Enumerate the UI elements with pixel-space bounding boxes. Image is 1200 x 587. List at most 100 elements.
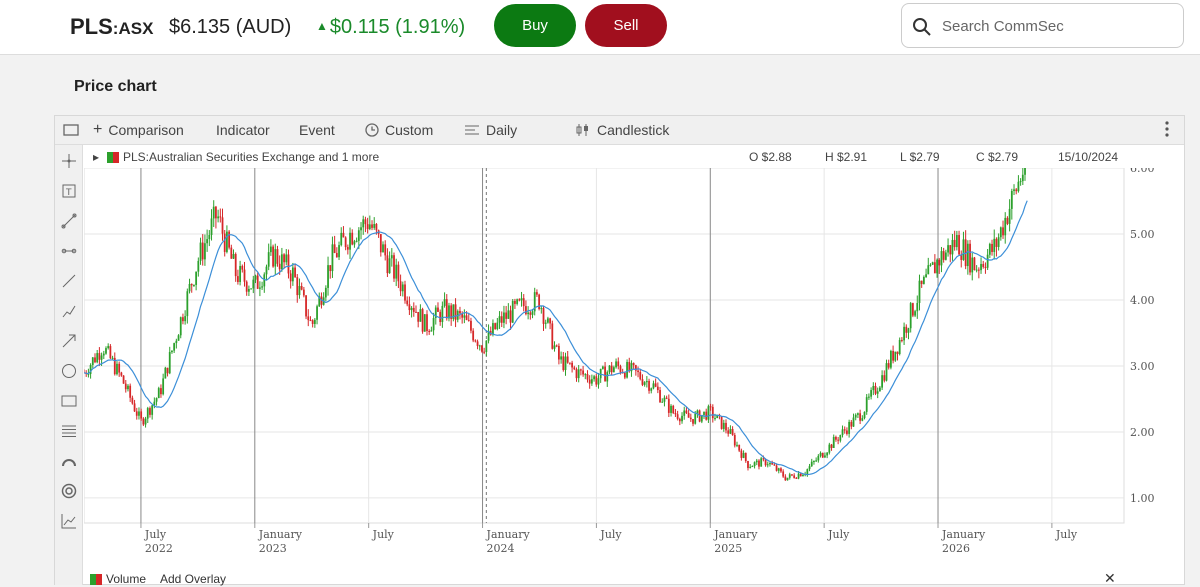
series-label[interactable]: PLS:Australian Securities Exchange and 1… [123,150,380,164]
candle-body [215,206,217,219]
candle-body [813,461,815,463]
candle-body [824,455,826,458]
candle-body [1021,174,1024,182]
candle-body [353,241,356,245]
crosshair-icon[interactable] [60,152,78,170]
candle-body [252,279,255,289]
candle-body [938,259,941,266]
candle-body [619,366,622,373]
rectangle-icon[interactable] [60,392,78,410]
target-icon[interactable] [60,482,78,500]
candle-body [201,242,204,260]
candle-body [661,401,664,403]
candle-body [1002,227,1004,236]
candle-body [412,307,415,312]
candle-body [626,361,628,378]
close-value: C $2.79 [976,150,1019,164]
candle-body [223,233,226,252]
candle-body [254,275,257,280]
search-input[interactable] [942,14,1172,38]
event-button[interactable]: Event [299,122,335,138]
x-tick-month: January [486,528,531,541]
more-options-button[interactable] [1165,120,1169,138]
candle-body [171,350,173,353]
candle-body [991,243,993,252]
candle-body [261,286,263,288]
close-icon[interactable]: ✕ [1104,570,1116,586]
candlestick-button[interactable]: Candlestick [575,122,669,138]
candle-body [729,429,732,434]
candle-body [571,362,573,368]
custom-button[interactable]: Custom [365,122,433,138]
candle-body [272,246,274,267]
chart-settings-icon[interactable] [60,512,78,530]
add-overlay-button[interactable]: Add Overlay [160,572,227,586]
y-tick-label: 1.00 [1130,492,1155,505]
candle-body [918,280,921,303]
search-box[interactable] [901,3,1184,48]
arc-icon[interactable] [60,452,78,470]
candle-body [335,252,338,258]
candle-body [443,299,446,306]
expand-series-icon[interactable]: ▸ [93,150,100,164]
candle-body [564,356,567,371]
quote-header: PLS:ASX $6.135 (AUD) ▲ $0.115 (1.91%) Buy… [0,0,1200,55]
candle-body [630,363,633,372]
candle-body [634,365,637,371]
candle-body [865,397,868,412]
candle-body [382,244,384,253]
comparison-button[interactable]: + Comparison [93,122,184,139]
panel-toggle-button[interactable] [63,123,79,137]
candle-body [969,243,971,273]
text-box-icon[interactable]: T [60,182,78,200]
candle-body [962,239,965,260]
candle-body [920,280,923,284]
buy-button[interactable]: Buy [494,4,576,47]
candle-body [1010,190,1013,209]
candle-body [234,254,237,277]
candle-body [459,310,461,314]
candle-body [186,291,189,317]
candle-body [179,317,182,336]
circle-icon[interactable] [60,362,78,380]
polyline-icon[interactable] [60,302,78,320]
volume-label[interactable]: Volume [106,572,147,586]
trend-line-icon[interactable] [60,272,78,290]
candle-body [947,245,949,253]
candle-body [641,379,644,385]
price-chart[interactable]: 1.002.003.004.005.006.00July2022January2… [84,168,1184,568]
candle-body [615,361,617,368]
series-info-bar: ▸ PLS:Australian Securities Exchange and… [85,150,1125,166]
candle-body [898,339,901,355]
arrow-icon[interactable] [60,332,78,350]
price-change: ▲ $0.115 (1.91%) [316,16,465,39]
candle-body [415,311,417,313]
indicator-button[interactable]: Indicator [216,122,270,138]
candle-body [753,462,756,467]
candle-body [896,351,899,355]
candle-body [667,398,670,413]
candle-body [390,255,393,259]
candle-body [843,429,846,431]
candle-body [507,310,510,319]
folder-icon [63,124,79,136]
ray-tool-icon[interactable] [60,242,78,260]
candle-body [786,477,789,481]
candle-body [452,304,455,319]
fibonacci-icon[interactable] [60,422,78,440]
candle-body [476,341,479,346]
candle-body [742,452,745,458]
candle-body [628,361,631,372]
candle-body [606,372,609,382]
daily-button[interactable]: Daily [464,122,517,138]
candle-body [399,281,402,292]
candlestick-icon [576,124,588,136]
candle-body [595,376,598,385]
candle-body [916,302,919,312]
candle-body [892,350,894,361]
line-tool-icon[interactable] [60,212,78,230]
candle-body [1015,189,1018,192]
candle-body [520,298,523,301]
candle-body [1008,208,1011,224]
sell-button[interactable]: Sell [585,4,667,47]
